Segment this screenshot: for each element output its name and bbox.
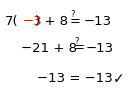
Text: =: = <box>74 41 85 55</box>
Text: −13: −13 <box>83 15 111 28</box>
Text: −21 + 8: −21 + 8 <box>21 41 77 55</box>
Text: ?: ? <box>74 37 78 46</box>
Text: −3: −3 <box>23 15 43 28</box>
Text: −13 = −13: −13 = −13 <box>37 72 112 85</box>
Text: =: = <box>70 15 81 28</box>
Text: 7(: 7( <box>5 15 19 28</box>
Text: ✓: ✓ <box>113 72 125 86</box>
Text: ?: ? <box>70 10 75 19</box>
Text: ) + 8: ) + 8 <box>35 15 68 28</box>
Text: −13: −13 <box>86 41 114 55</box>
